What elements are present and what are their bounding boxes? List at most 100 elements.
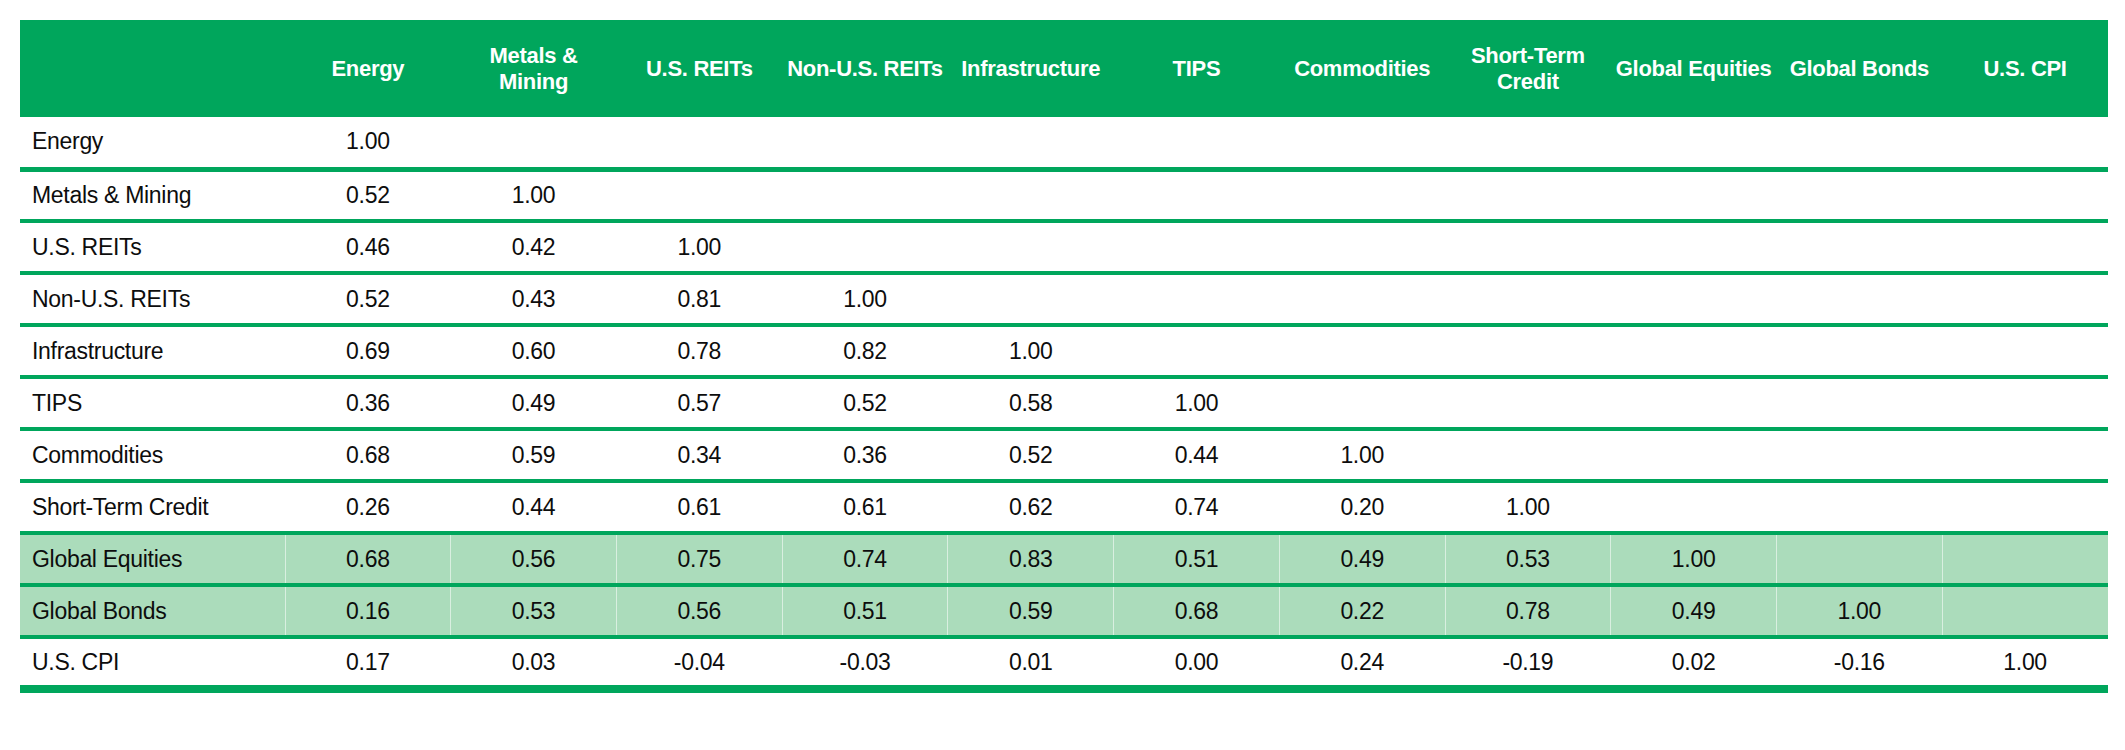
correlation-value-cell: 0.24 — [1279, 637, 1445, 689]
correlation-value-cell: 0.81 — [616, 273, 782, 325]
correlation-value-cell: 0.61 — [616, 481, 782, 533]
correlation-value-cell — [1114, 221, 1280, 273]
correlation-value-cell — [782, 169, 948, 221]
row-label: U.S. REITs — [20, 221, 285, 273]
row-label: U.S. CPI — [20, 637, 285, 689]
correlation-value-cell — [1776, 221, 1942, 273]
table-row: Non-U.S. REITs0.520.430.811.00 — [20, 273, 2108, 325]
column-header: Commodities — [1279, 20, 1445, 117]
correlation-value-cell: 0.52 — [285, 273, 451, 325]
correlation-value-cell: 0.56 — [616, 585, 782, 637]
correlation-value-cell: 0.59 — [451, 429, 617, 481]
correlation-value-cell — [451, 117, 617, 169]
correlation-value-cell — [1776, 429, 1942, 481]
correlation-value-cell: 0.83 — [948, 533, 1114, 585]
row-label: Energy — [20, 117, 285, 169]
correlation-value-cell — [948, 273, 1114, 325]
correlation-value-cell: 0.74 — [1114, 481, 1280, 533]
table-row: Short-Term Credit0.260.440.610.610.620.7… — [20, 481, 2108, 533]
correlation-value-cell: 0.52 — [285, 169, 451, 221]
table-row: Global Bonds0.160.530.560.510.590.680.22… — [20, 585, 2108, 637]
correlation-value-cell — [1942, 169, 2108, 221]
correlation-value-cell — [1445, 169, 1611, 221]
correlation-value-cell: 1.00 — [451, 169, 617, 221]
correlation-value-cell: 1.00 — [1279, 429, 1445, 481]
correlation-value-cell: 0.01 — [948, 637, 1114, 689]
correlation-value-cell — [1942, 481, 2108, 533]
correlation-value-cell: 0.56 — [451, 533, 617, 585]
row-label: Commodities — [20, 429, 285, 481]
correlation-matrix-page: EnergyMetals & MiningU.S. REITsNon-U.S. … — [0, 0, 2125, 750]
correlation-value-cell: 0.34 — [616, 429, 782, 481]
correlation-value-cell: 1.00 — [1776, 585, 1942, 637]
correlation-value-cell: 0.59 — [948, 585, 1114, 637]
correlation-value-cell: 0.00 — [1114, 637, 1280, 689]
correlation-value-cell: 0.51 — [1114, 533, 1280, 585]
header-row: EnergyMetals & MiningU.S. REITsNon-U.S. … — [20, 20, 2108, 117]
table-row: TIPS0.360.490.570.520.581.00 — [20, 377, 2108, 429]
correlation-value-cell — [1942, 585, 2108, 637]
column-header: Infrastructure — [948, 20, 1114, 117]
correlation-value-cell — [1279, 377, 1445, 429]
column-header: Metals & Mining — [451, 20, 617, 117]
correlation-value-cell: 0.22 — [1279, 585, 1445, 637]
correlation-value-cell — [1114, 117, 1280, 169]
row-label: Non-U.S. REITs — [20, 273, 285, 325]
table-row: U.S. CPI0.170.03-0.04-0.030.010.000.24-0… — [20, 637, 2108, 689]
correlation-value-cell: 0.58 — [948, 377, 1114, 429]
column-header: Non-U.S. REITs — [782, 20, 948, 117]
correlation-value-cell: 0.46 — [285, 221, 451, 273]
correlation-value-cell — [1445, 325, 1611, 377]
table-row: Infrastructure0.690.600.780.821.00 — [20, 325, 2108, 377]
correlation-value-cell: -0.04 — [616, 637, 782, 689]
correlation-value-cell — [1611, 429, 1777, 481]
correlation-value-cell: 0.43 — [451, 273, 617, 325]
correlation-value-cell: 0.61 — [782, 481, 948, 533]
row-label: Infrastructure — [20, 325, 285, 377]
correlation-value-cell: 0.69 — [285, 325, 451, 377]
column-header: TIPS — [1114, 20, 1280, 117]
column-header: Energy — [285, 20, 451, 117]
table-row: U.S. REITs0.460.421.00 — [20, 221, 2108, 273]
correlation-value-cell — [1114, 273, 1280, 325]
correlation-value-cell — [1445, 117, 1611, 169]
correlation-value-cell: 1.00 — [782, 273, 948, 325]
correlation-value-cell: 0.62 — [948, 481, 1114, 533]
correlation-value-cell: 0.36 — [782, 429, 948, 481]
correlation-value-cell: 0.42 — [451, 221, 617, 273]
correlation-value-cell — [616, 117, 782, 169]
correlation-value-cell: 0.78 — [1445, 585, 1611, 637]
correlation-value-cell — [1279, 169, 1445, 221]
table-row: Metals & Mining0.521.00 — [20, 169, 2108, 221]
row-label: Metals & Mining — [20, 169, 285, 221]
correlation-value-cell: 0.44 — [1114, 429, 1280, 481]
column-header: Global Equities — [1611, 20, 1777, 117]
correlation-value-cell — [1611, 221, 1777, 273]
correlation-value-cell: 0.02 — [1611, 637, 1777, 689]
correlation-matrix-table: EnergyMetals & MiningU.S. REITsNon-U.S. … — [20, 20, 2108, 693]
correlation-value-cell: 0.52 — [782, 377, 948, 429]
column-header: Short-Term Credit — [1445, 20, 1611, 117]
correlation-value-cell: 0.49 — [451, 377, 617, 429]
correlation-value-cell — [1942, 221, 2108, 273]
correlation-value-cell — [948, 169, 1114, 221]
correlation-value-cell: 1.00 — [1942, 637, 2108, 689]
table-header: EnergyMetals & MiningU.S. REITsNon-U.S. … — [20, 20, 2108, 117]
correlation-value-cell: 0.49 — [1279, 533, 1445, 585]
correlation-value-cell: 1.00 — [1445, 481, 1611, 533]
correlation-value-cell — [782, 117, 948, 169]
correlation-value-cell — [1611, 273, 1777, 325]
correlation-value-cell — [1445, 221, 1611, 273]
correlation-value-cell: 0.74 — [782, 533, 948, 585]
correlation-value-cell — [1942, 377, 2108, 429]
correlation-value-cell: 1.00 — [1114, 377, 1280, 429]
correlation-value-cell: 0.68 — [285, 533, 451, 585]
correlation-value-cell — [1279, 117, 1445, 169]
correlation-value-cell: 0.78 — [616, 325, 782, 377]
correlation-value-cell — [1611, 117, 1777, 169]
correlation-value-cell — [1445, 429, 1611, 481]
correlation-value-cell — [1445, 273, 1611, 325]
correlation-value-cell — [1776, 533, 1942, 585]
correlation-value-cell — [1776, 481, 1942, 533]
correlation-value-cell — [1279, 221, 1445, 273]
